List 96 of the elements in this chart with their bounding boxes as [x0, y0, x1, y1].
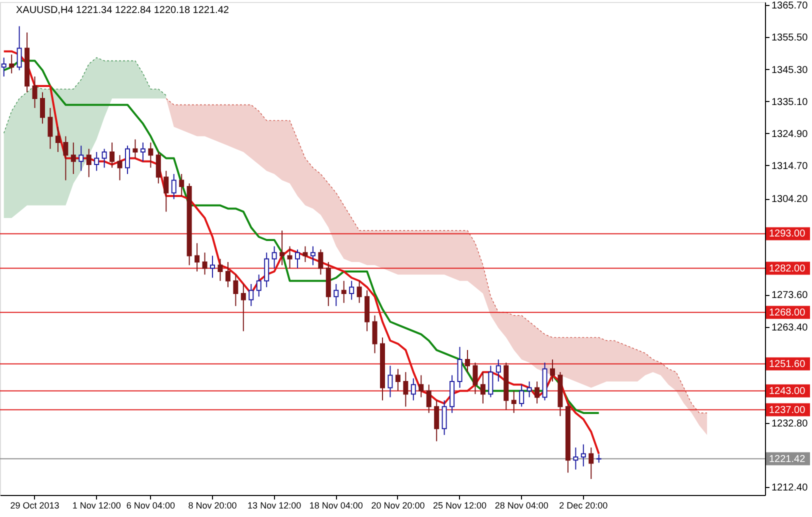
x-tick-label: 6 Nov 04:00	[126, 500, 175, 510]
candlestick	[434, 400, 440, 442]
candlestick	[248, 284, 254, 307]
candlestick	[32, 76, 38, 108]
x-tick-label: 28 Nov 04:00	[494, 500, 548, 510]
candlestick	[48, 107, 53, 150]
candlestick	[171, 173, 176, 200]
chart-title: XAUUSD,H4 1221.34 1222.84 1220.18 1221.42	[16, 5, 230, 16]
y-tick-label: 1345.30	[772, 64, 808, 76]
candlestick	[480, 372, 486, 404]
candlestick	[148, 142, 154, 168]
y-tick-label: 1212.40	[772, 482, 808, 494]
candlestick	[488, 365, 494, 398]
candlestick	[256, 274, 262, 298]
candlestick	[395, 368, 400, 392]
candlestick	[280, 230, 285, 266]
candlestick	[264, 252, 270, 288]
candlestick	[9, 54, 14, 74]
ref-line-label: 1293.00	[769, 228, 806, 240]
x-tick-label: 29 Oct 2013	[10, 500, 60, 510]
ref-line-label: 1282.00	[769, 263, 806, 274]
candlestick	[511, 390, 516, 414]
y-tick-label: 1304.20	[772, 194, 808, 206]
x-tick-label: 20 Nov 20:00	[371, 500, 425, 510]
candlestick	[16, 26, 22, 71]
candlestick	[318, 248, 324, 276]
candlestick	[496, 358, 501, 382]
candlestick	[334, 284, 339, 307]
y-tick-label: 1314.70	[772, 160, 808, 172]
candlestick	[341, 280, 346, 304]
x-tick-label: 25 Nov 12:00	[433, 500, 487, 510]
y-tick-label: 1232.80	[772, 418, 808, 430]
candlestick	[272, 246, 277, 269]
candlestick	[302, 246, 308, 263]
x-tick-label: 1 Nov 12:00	[72, 500, 121, 510]
line-series	[3, 57, 167, 134]
candlestick	[125, 145, 130, 174]
candlestick	[78, 145, 84, 172]
candlestick	[179, 173, 184, 196]
candlestick	[356, 280, 362, 304]
candlestick	[55, 126, 60, 152]
candlestick	[410, 378, 416, 401]
candlestick	[132, 138, 138, 159]
candlestick	[225, 262, 230, 288]
candlestick	[156, 151, 161, 184]
candlestick	[210, 255, 215, 278]
candlestick	[388, 365, 393, 398]
x-tick-label: 13 Nov 12:00	[248, 500, 302, 510]
candlestick	[442, 400, 447, 436]
candlestick	[202, 252, 208, 276]
candlestick	[110, 142, 115, 168]
candlestick	[588, 447, 594, 480]
y-tick-label: 1324.90	[772, 128, 808, 140]
candlestick	[372, 314, 378, 354]
candlestick	[164, 170, 169, 212]
candlestick	[349, 280, 354, 300]
candlestick	[534, 380, 540, 404]
y-tick-label: 1263.40	[772, 322, 808, 334]
candlestick	[457, 346, 462, 388]
candlestick	[70, 142, 76, 174]
candlestick	[519, 384, 524, 408]
candlestick	[102, 148, 107, 168]
ref-line-label: 1251.60	[769, 358, 806, 370]
y-tick-label: 1365.70	[772, 0, 808, 12]
candlestick	[295, 248, 300, 269]
ref-line-label: 1268.00	[769, 307, 806, 318]
candlestick	[94, 151, 100, 172]
x-tick-label: 18 Nov 04:00	[309, 500, 363, 510]
candlestick	[63, 136, 68, 181]
candlestick	[287, 246, 292, 269]
x-tick-label: 2 Dec 20:00	[559, 500, 608, 510]
candlestick	[526, 380, 532, 398]
candlestick	[403, 372, 408, 408]
ref-line-label: 1243.00	[769, 386, 806, 397]
candlestick	[580, 444, 586, 467]
y-tick-label: 1273.60	[772, 290, 808, 302]
candlestick	[310, 246, 316, 266]
x-tick-label: 8 Nov 20:00	[188, 500, 237, 510]
candlestick	[194, 242, 200, 272]
candlestick	[418, 374, 424, 398]
candlestick	[465, 350, 470, 373]
candlestick	[472, 362, 478, 395]
candlestick	[426, 384, 432, 414]
candlestick	[117, 154, 122, 181]
candlestick	[140, 142, 146, 162]
candlestick	[40, 92, 45, 124]
candlestick	[218, 258, 223, 282]
ref-line-label: 1221.42	[769, 454, 806, 465]
ref-line-label: 1237.00	[769, 404, 806, 416]
candlestick	[240, 284, 246, 332]
y-tick-label: 1355.50	[772, 32, 808, 44]
y-tick-label: 1335.10	[772, 96, 808, 108]
candlestick	[86, 148, 92, 178]
candlestick	[550, 358, 555, 382]
candlestick	[233, 274, 238, 307]
candlestick	[573, 447, 578, 470]
